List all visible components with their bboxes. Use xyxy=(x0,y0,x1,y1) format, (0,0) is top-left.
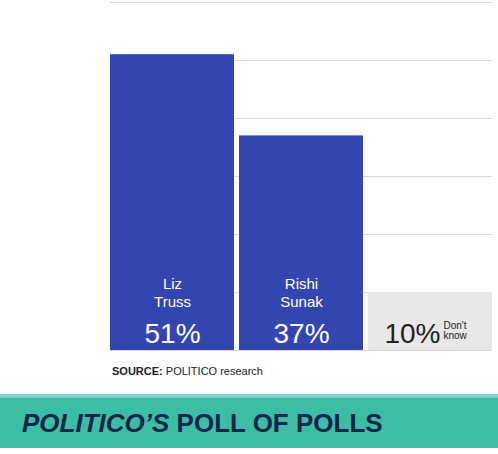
svg-text:10%: 10% xyxy=(384,318,440,349)
svg-text:RishiSunak: RishiSunak xyxy=(280,275,323,309)
html-text:POLITICO’S POLL OF POLLS: POLITICO’S POLL OF POLLS xyxy=(22,408,383,438)
svg-text:Don'tknow: Don'tknow xyxy=(444,320,468,341)
svg-text:LizTruss: LizTruss xyxy=(154,275,191,309)
svg-text:37%: 37% xyxy=(273,318,329,349)
svg-text:51%: 51% xyxy=(144,318,200,349)
html-text:SOURCE: POLITICO research: SOURCE: POLITICO research xyxy=(112,365,263,377)
